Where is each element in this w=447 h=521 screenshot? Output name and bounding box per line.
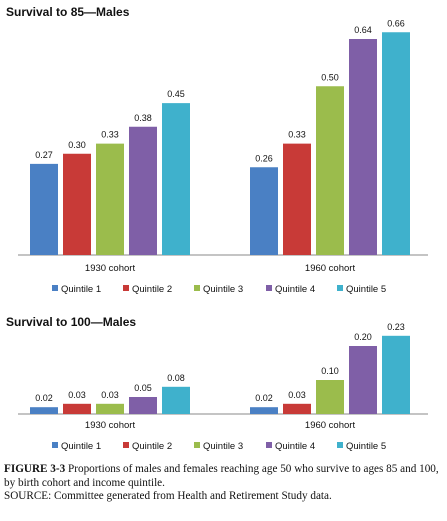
caption-label: FIGURE 3-3 <box>4 463 66 475</box>
bar-quintile-3-1960 <box>316 380 344 414</box>
legend-swatch <box>194 442 200 448</box>
figure-caption: FIGURE 3-3 Proportions of males and fema… <box>4 463 442 504</box>
legend-label: Quintile 2 <box>132 441 172 452</box>
bar-quintile-3-1930 <box>96 403 124 414</box>
legend-swatch <box>337 442 343 448</box>
legend-swatch <box>266 442 272 448</box>
category-label: 1930 cohort <box>85 420 136 431</box>
caption-text: Proportions of males and females reachin… <box>4 463 439 489</box>
bar-quintile-3-1960 <box>316 86 344 255</box>
bar-quintile-2-1960 <box>283 403 311 414</box>
legend-label: Quintile 1 <box>61 284 101 295</box>
value-label: 0.66 <box>387 18 405 28</box>
legend-label: Quintile 4 <box>275 284 315 295</box>
legend-label: Quintile 3 <box>203 284 243 295</box>
value-label: 0.33 <box>288 130 306 140</box>
caption-source: SOURCE: Committee generated from Health … <box>4 490 332 502</box>
legend-label: Quintile 3 <box>203 441 243 452</box>
bar-quintile-3-1930 <box>96 143 124 255</box>
legend-swatch <box>337 285 343 291</box>
bar-quintile-5-1930 <box>162 103 190 255</box>
bar-quintile-5-1960 <box>382 32 410 255</box>
bar-quintile-4-1930 <box>129 397 157 414</box>
value-label: 0.10 <box>321 366 339 376</box>
legend-swatch <box>123 285 129 291</box>
value-label: 0.03 <box>101 390 119 400</box>
value-label: 0.45 <box>167 89 185 99</box>
bar-quintile-2-1960 <box>283 143 311 255</box>
chart-survival-85: Survival to 85—Males 0.27 0.30 0.33 0.38 0.4… <box>6 5 428 295</box>
chart-svg-survival-100: Survival to 100—Males 0.02 0.03 0.03 0.05 0.… <box>6 315 428 452</box>
bar-quintile-4-1930 <box>129 126 157 255</box>
value-label: 0.26 <box>255 153 273 163</box>
legend-label: Quintile 1 <box>61 441 101 452</box>
chart-title: Survival to 100—Males <box>6 315 136 329</box>
value-label: 0.30 <box>68 140 86 150</box>
chart-title: Survival to 85—Males <box>6 5 130 19</box>
bar-quintile-1-1960 <box>250 407 278 414</box>
value-label: 0.02 <box>255 393 273 403</box>
legend-swatch <box>266 285 272 291</box>
value-label: 0.64 <box>354 25 372 35</box>
legend-label: Quintile 4 <box>275 441 315 452</box>
category-label: 1960 cohort <box>305 263 356 274</box>
category-label: 1930 cohort <box>85 263 136 274</box>
legend-swatch <box>52 285 58 291</box>
value-label: 0.38 <box>134 113 152 123</box>
value-label: 0.03 <box>68 390 86 400</box>
value-label: 0.27 <box>35 150 53 160</box>
legend-swatch <box>52 442 58 448</box>
legend-swatch <box>194 285 200 291</box>
bar-quintile-2-1930 <box>63 153 91 255</box>
value-label: 0.33 <box>101 130 119 140</box>
value-label: 0.20 <box>354 332 372 342</box>
legend-label: Quintile 2 <box>132 284 172 295</box>
bar-quintile-5-1930 <box>162 386 190 414</box>
value-label: 0.03 <box>288 390 306 400</box>
bar-quintile-4-1960 <box>349 39 377 255</box>
bar-quintile-4-1960 <box>349 346 377 414</box>
value-label: 0.05 <box>134 383 152 393</box>
bar-quintile-1-1930 <box>30 163 58 255</box>
category-label: 1960 cohort <box>305 420 356 431</box>
legend-label: Quintile 5 <box>346 284 386 295</box>
value-label: 0.08 <box>167 373 185 383</box>
bar-quintile-5-1960 <box>382 335 410 414</box>
bar-quintile-1-1960 <box>250 167 278 255</box>
chart-svg-survival-85: Survival to 85—Males 0.27 0.30 0.33 0.38 0.4… <box>6 5 428 295</box>
legend-swatch <box>123 442 129 448</box>
bar-quintile-2-1930 <box>63 403 91 414</box>
legend-label: Quintile 5 <box>346 441 386 452</box>
value-label: 0.23 <box>387 322 405 332</box>
chart-survival-100: Survival to 100—Males 0.02 0.03 0.03 0.05 0.… <box>0 310 447 460</box>
value-label: 0.50 <box>321 72 339 82</box>
bar-quintile-1-1930 <box>30 407 58 414</box>
value-label: 0.02 <box>35 393 53 403</box>
